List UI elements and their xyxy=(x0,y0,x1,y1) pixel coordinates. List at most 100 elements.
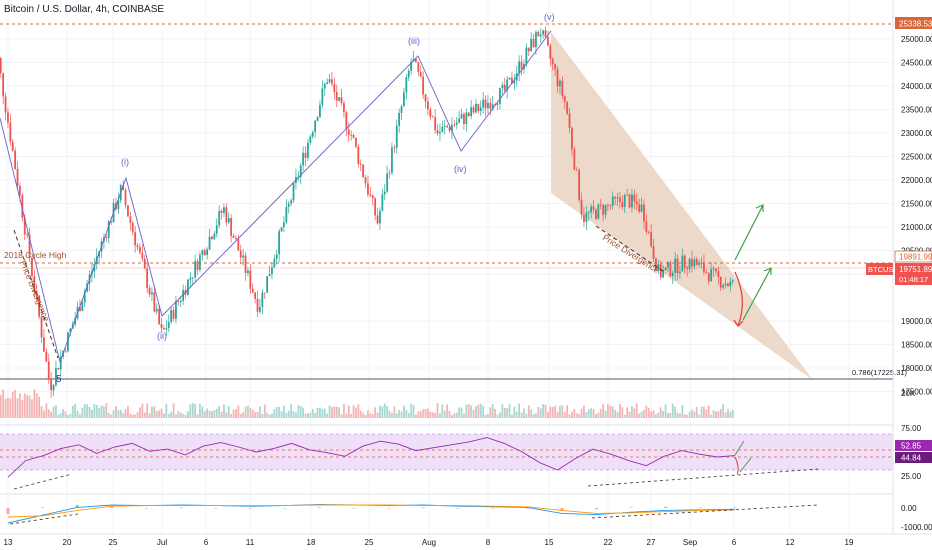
volume-bar xyxy=(9,398,12,418)
volume-bar xyxy=(2,389,5,418)
candle-body xyxy=(628,194,631,208)
volume-bar xyxy=(244,406,247,418)
volume-bar xyxy=(129,413,132,418)
candle-body xyxy=(501,84,504,88)
candle-body xyxy=(124,189,127,206)
candle-body xyxy=(83,291,86,303)
candle-body xyxy=(141,252,144,259)
volume-bar xyxy=(616,412,619,418)
volume-bar xyxy=(184,414,187,418)
candle-body xyxy=(698,262,701,265)
up-arrow-2-head xyxy=(763,267,772,275)
volume-bar xyxy=(88,406,91,418)
volume-bar xyxy=(328,405,331,418)
volume-bar xyxy=(465,404,468,418)
candle-body xyxy=(43,337,45,352)
candle-body xyxy=(729,281,732,287)
volume-bar xyxy=(679,413,681,418)
candle-body xyxy=(304,152,307,158)
volume-bar xyxy=(112,410,115,418)
price-tick-label: 21500.00 xyxy=(901,200,932,209)
candle-body xyxy=(371,195,374,199)
candle-body xyxy=(28,234,31,259)
candle-body xyxy=(592,206,595,210)
rsi-line xyxy=(7,437,736,478)
candle-body xyxy=(551,58,554,65)
macd-hist-bar xyxy=(456,508,460,509)
volume-bar xyxy=(357,404,360,418)
candle-body xyxy=(662,270,665,278)
candle-body xyxy=(64,350,67,352)
volume-bar xyxy=(237,405,240,418)
volume-bar xyxy=(266,412,269,418)
volume-bar xyxy=(52,406,55,418)
volume-bar xyxy=(484,414,487,418)
candle-body xyxy=(302,152,305,166)
top-price-label: 25338.53 xyxy=(899,20,932,29)
volume-bar xyxy=(295,412,297,418)
volume-bar xyxy=(122,413,125,418)
volume-bar xyxy=(599,408,602,418)
volume-bar xyxy=(343,403,345,418)
candle-body xyxy=(290,200,293,204)
candle-body xyxy=(59,356,62,370)
candle-body xyxy=(695,259,698,265)
volume-bar xyxy=(671,403,674,418)
candle-body xyxy=(189,277,192,280)
volume-bar xyxy=(379,405,381,418)
candle-body xyxy=(388,172,391,174)
candle-body xyxy=(609,205,612,206)
candle-body xyxy=(340,97,343,104)
candle-body xyxy=(607,204,609,206)
volume-bar xyxy=(539,408,542,418)
volume-bar xyxy=(38,396,41,418)
candle-body xyxy=(496,103,499,105)
candle-body xyxy=(196,261,199,270)
candle-body xyxy=(170,309,173,323)
volume-bar xyxy=(290,403,293,418)
candle-body xyxy=(206,249,209,256)
projection-arrows xyxy=(733,204,772,327)
falling-channel xyxy=(551,32,813,380)
volume-bar xyxy=(220,411,223,418)
candle-body xyxy=(278,231,281,255)
volume-bar xyxy=(40,406,43,418)
candle-body xyxy=(611,196,614,206)
down-arrow xyxy=(734,271,743,327)
cycle-high-annotation: 2018 Cycle High xyxy=(4,250,67,260)
candle-body xyxy=(544,30,547,38)
time-tick-label: 15 xyxy=(545,538,554,547)
candle-body xyxy=(599,204,602,206)
candle-body xyxy=(403,92,405,107)
candle-body xyxy=(693,259,696,267)
volume-bar xyxy=(127,406,129,418)
candle-body xyxy=(419,72,422,77)
volume-bar xyxy=(170,412,173,418)
volume-bar xyxy=(124,408,127,418)
volume-bar xyxy=(585,412,588,418)
volume-bar xyxy=(427,408,429,418)
volume-bar xyxy=(119,409,122,418)
candle-body xyxy=(158,308,161,324)
volume-bar xyxy=(398,409,401,418)
candle-body xyxy=(47,361,50,379)
volume-bar xyxy=(331,407,333,418)
level-price-label: 19891.99 xyxy=(899,253,932,262)
candle-body xyxy=(175,301,177,319)
candle-body xyxy=(554,64,557,70)
candle-body xyxy=(431,116,434,118)
volume-bar xyxy=(71,405,74,418)
candle-body xyxy=(254,292,257,299)
volume-bar xyxy=(731,409,734,418)
volume-bar xyxy=(667,412,669,418)
volume-bar xyxy=(686,414,689,418)
candle-body xyxy=(153,292,156,312)
volume-bar xyxy=(19,393,21,418)
candle-body xyxy=(700,262,703,264)
candle-body xyxy=(616,197,619,199)
volume-bar xyxy=(664,404,667,418)
volume-bar xyxy=(405,409,408,418)
volume-bar xyxy=(383,403,386,418)
volume-bar xyxy=(727,409,729,418)
